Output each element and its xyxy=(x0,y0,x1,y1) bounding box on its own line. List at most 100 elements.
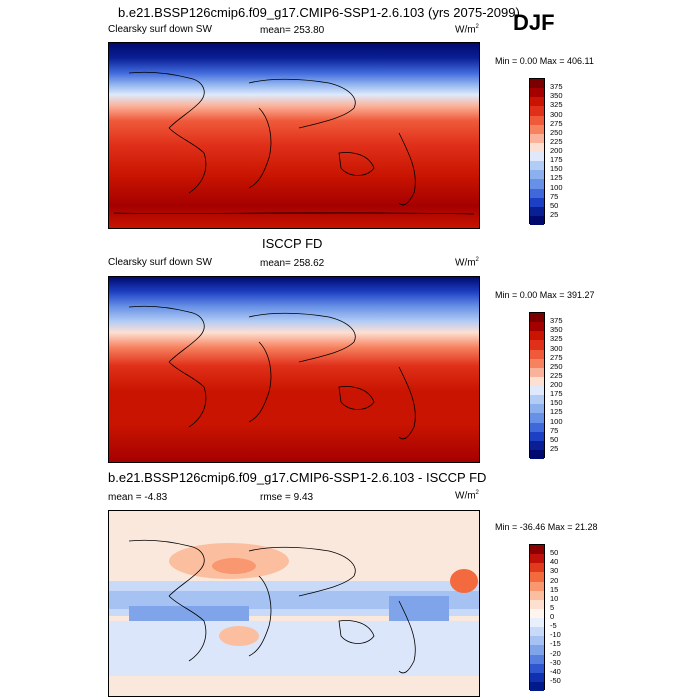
colorbar-swatch xyxy=(530,563,544,573)
colorbar-swatch xyxy=(530,97,544,107)
colorbar-tick-label: 40 xyxy=(550,557,559,567)
colorbar-swatch xyxy=(530,322,544,332)
panel2-title: ISCCP FD xyxy=(262,236,323,251)
colorbar-tick-label: 375 xyxy=(550,316,563,326)
colorbar-tick-label: -40 xyxy=(550,666,561,676)
colorbar-swatch xyxy=(530,413,544,423)
colorbar-tick-label: 200 xyxy=(550,380,563,389)
colorbar-tick-label: 350 xyxy=(550,325,563,335)
colorbar-tick-label: 200 xyxy=(550,146,563,155)
panel2-variable: Clearsky surf down SW xyxy=(108,257,212,268)
colorbar-swatch xyxy=(530,431,544,441)
colorbar-tick-label: 5 xyxy=(550,602,555,612)
panel2-mean: mean= 258.62 xyxy=(260,258,325,269)
season-label: DJF xyxy=(513,10,555,35)
panel2-colorbar xyxy=(529,312,545,459)
colorbar-tick-label: 50 xyxy=(550,548,559,558)
colorbar-tick-label: -30 xyxy=(550,657,561,667)
colorbar-swatch xyxy=(530,581,544,591)
colorbar-swatch xyxy=(530,106,544,116)
panel3-title: b.e21.BSSP126cmip6.f09_g17.CMIP6-SSP1-2.… xyxy=(108,470,487,485)
colorbar-tick-label: 75 xyxy=(550,425,559,435)
colorbar-swatch xyxy=(530,206,544,216)
colorbar-swatch xyxy=(530,376,544,386)
colorbar-swatch xyxy=(530,215,544,225)
colorbar-tick-label: 125 xyxy=(550,407,563,417)
panel1-mean: mean= 253.80 xyxy=(260,25,325,36)
colorbar-swatch xyxy=(530,618,544,628)
colorbar-swatch xyxy=(530,627,544,637)
colorbar-swatch xyxy=(530,367,544,377)
colorbar-swatch xyxy=(530,440,544,450)
colorbar-swatch xyxy=(530,654,544,664)
panel1-variable: Clearsky surf down SW xyxy=(108,24,212,35)
colorbar-swatch xyxy=(530,404,544,414)
colorbar-swatch xyxy=(530,133,544,143)
colorbar-tick-label: 300 xyxy=(550,343,563,353)
colorbar-tick-label: 50 xyxy=(550,434,559,444)
colorbar-swatch xyxy=(530,79,544,89)
colorbar-swatch xyxy=(530,170,544,180)
colorbar-swatch xyxy=(530,422,544,432)
colorbar-tick-label: 100 xyxy=(550,182,563,192)
colorbar-swatch xyxy=(530,572,544,582)
colorbar-swatch xyxy=(530,645,544,655)
colorbar-swatch xyxy=(530,608,544,618)
panel1-minmax: Min = 0.00 Max = 406.11 xyxy=(495,56,594,66)
panel3-minmax: Min = -36.46 Max = 21.28 xyxy=(495,522,598,532)
colorbar-tick-label: 50 xyxy=(550,200,559,210)
colorbar-tick-label: 125 xyxy=(550,173,563,183)
colorbar-tick-label: 100 xyxy=(550,416,563,426)
colorbar-tick-label: 375 xyxy=(550,82,563,92)
colorbar-swatch xyxy=(530,681,544,691)
coastlines xyxy=(128,305,416,440)
colorbar-tick-label: 0 xyxy=(550,612,555,621)
colorbar-swatch xyxy=(530,161,544,171)
colorbar-swatch xyxy=(530,313,544,323)
colorbar-tick-label: -50 xyxy=(550,675,561,685)
colorbar-tick-label: 75 xyxy=(550,191,559,201)
colorbar-tick-label: 25 xyxy=(550,443,559,453)
colorbar-tick-label: 350 xyxy=(550,91,563,101)
colorbar-swatch xyxy=(530,340,544,350)
colorbar-swatch xyxy=(530,554,544,564)
panel1-colorbar xyxy=(529,78,545,225)
panel2-colorbar-labels: 375 350 325 300 275 250 225 200 175 150 125 100 75 50… xyxy=(550,312,590,458)
colorbar-tick-label: 175 xyxy=(550,155,563,165)
panel3-units: W/m2 xyxy=(455,490,479,502)
panel2-minmax: Min = 0.00 Max = 391.27 xyxy=(495,290,595,300)
panel1-map xyxy=(108,42,480,229)
colorbar-swatch xyxy=(530,88,544,98)
colorbar-swatch xyxy=(530,599,544,609)
colorbar-swatch xyxy=(530,179,544,189)
colorbar-swatch xyxy=(530,449,544,459)
colorbar-swatch xyxy=(530,545,544,555)
colorbar-swatch xyxy=(530,188,544,198)
colorbar-swatch xyxy=(530,331,544,341)
coastlines xyxy=(113,71,475,215)
colorbar-swatch xyxy=(530,115,544,125)
colorbar-tick-label: 325 xyxy=(550,334,563,344)
colorbar-tick-label: 250 xyxy=(550,361,563,371)
colorbar-tick-label: 150 xyxy=(550,164,563,174)
colorbar-tick-label: 10 xyxy=(550,593,559,603)
panel3-mean: mean = -4.83 xyxy=(108,492,168,503)
colorbar-tick-label: -10 xyxy=(550,630,561,640)
colorbar-tick-label: -20 xyxy=(550,648,561,658)
colorbar-tick-label: 15 xyxy=(550,584,559,594)
panel1-colorbar-labels: 375 350 325 300 275 250 225 200 175 150 125 100 75 50… xyxy=(550,78,590,224)
panel3-colorbar-labels: 50 40 30 20 15 10 5 0 -5 -10 -15 -20 -30 -40 -50 xyxy=(550,544,590,690)
colorbar-swatch xyxy=(530,349,544,359)
colorbar-swatch xyxy=(530,197,544,207)
colorbar-swatch xyxy=(530,386,544,396)
colorbar-swatch xyxy=(530,142,544,152)
panel2-units: W/m2 xyxy=(455,257,479,269)
colorbar-tick-label: 250 xyxy=(550,127,563,137)
panel1-units: W/m2 xyxy=(455,24,479,36)
panel3-colorbar xyxy=(529,544,545,691)
colorbar-swatch xyxy=(530,590,544,600)
colorbar-swatch xyxy=(530,663,544,673)
run-title: b.e21.BSSP126cmip6.f09_g17.CMIP6-SSP1-2.… xyxy=(118,5,520,20)
colorbar-tick-label: -5 xyxy=(550,621,557,631)
colorbar-tick-label: 20 xyxy=(550,575,559,585)
